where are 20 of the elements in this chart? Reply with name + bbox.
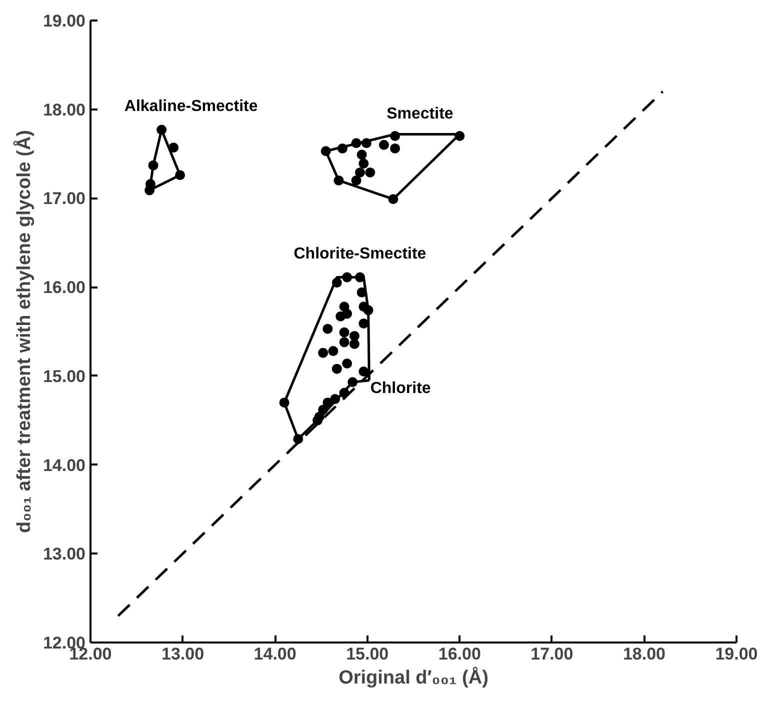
y-tick-label: 17.00: [42, 189, 86, 208]
x-tick-label: 15.00: [346, 644, 389, 664]
y-tick-label: 18.00: [42, 100, 86, 120]
x-tick-label: 18.00: [622, 644, 666, 664]
y-tick-label: 13.00: [42, 544, 86, 564]
y-tick-label: 14.00: [42, 456, 86, 475]
x-tick-label: 13.00: [162, 644, 204, 664]
annotation: Chlorite: [370, 380, 431, 397]
x-axis-title: Original d′₀₀₁ (Å): [338, 666, 488, 688]
x-tick-label: 14.00: [254, 644, 296, 664]
x-tick-label: 19.00: [715, 644, 758, 664]
y-tick-label: 19.00: [42, 12, 86, 30]
y-tick-label: 16.00: [42, 278, 86, 298]
y-tick-label: 15.00: [42, 366, 86, 386]
x-tick-label: 17.00: [530, 644, 574, 664]
annotation: Smectite: [386, 105, 454, 122]
x-tick-label: 16.00: [438, 644, 481, 664]
y-axis-title: d₀₀₁ after treatment with ethylene glycole (Å): [12, 130, 35, 533]
annotation: Chlorite-Smectite: [294, 246, 426, 263]
annotation: Alkaline-Smectite: [124, 98, 258, 116]
